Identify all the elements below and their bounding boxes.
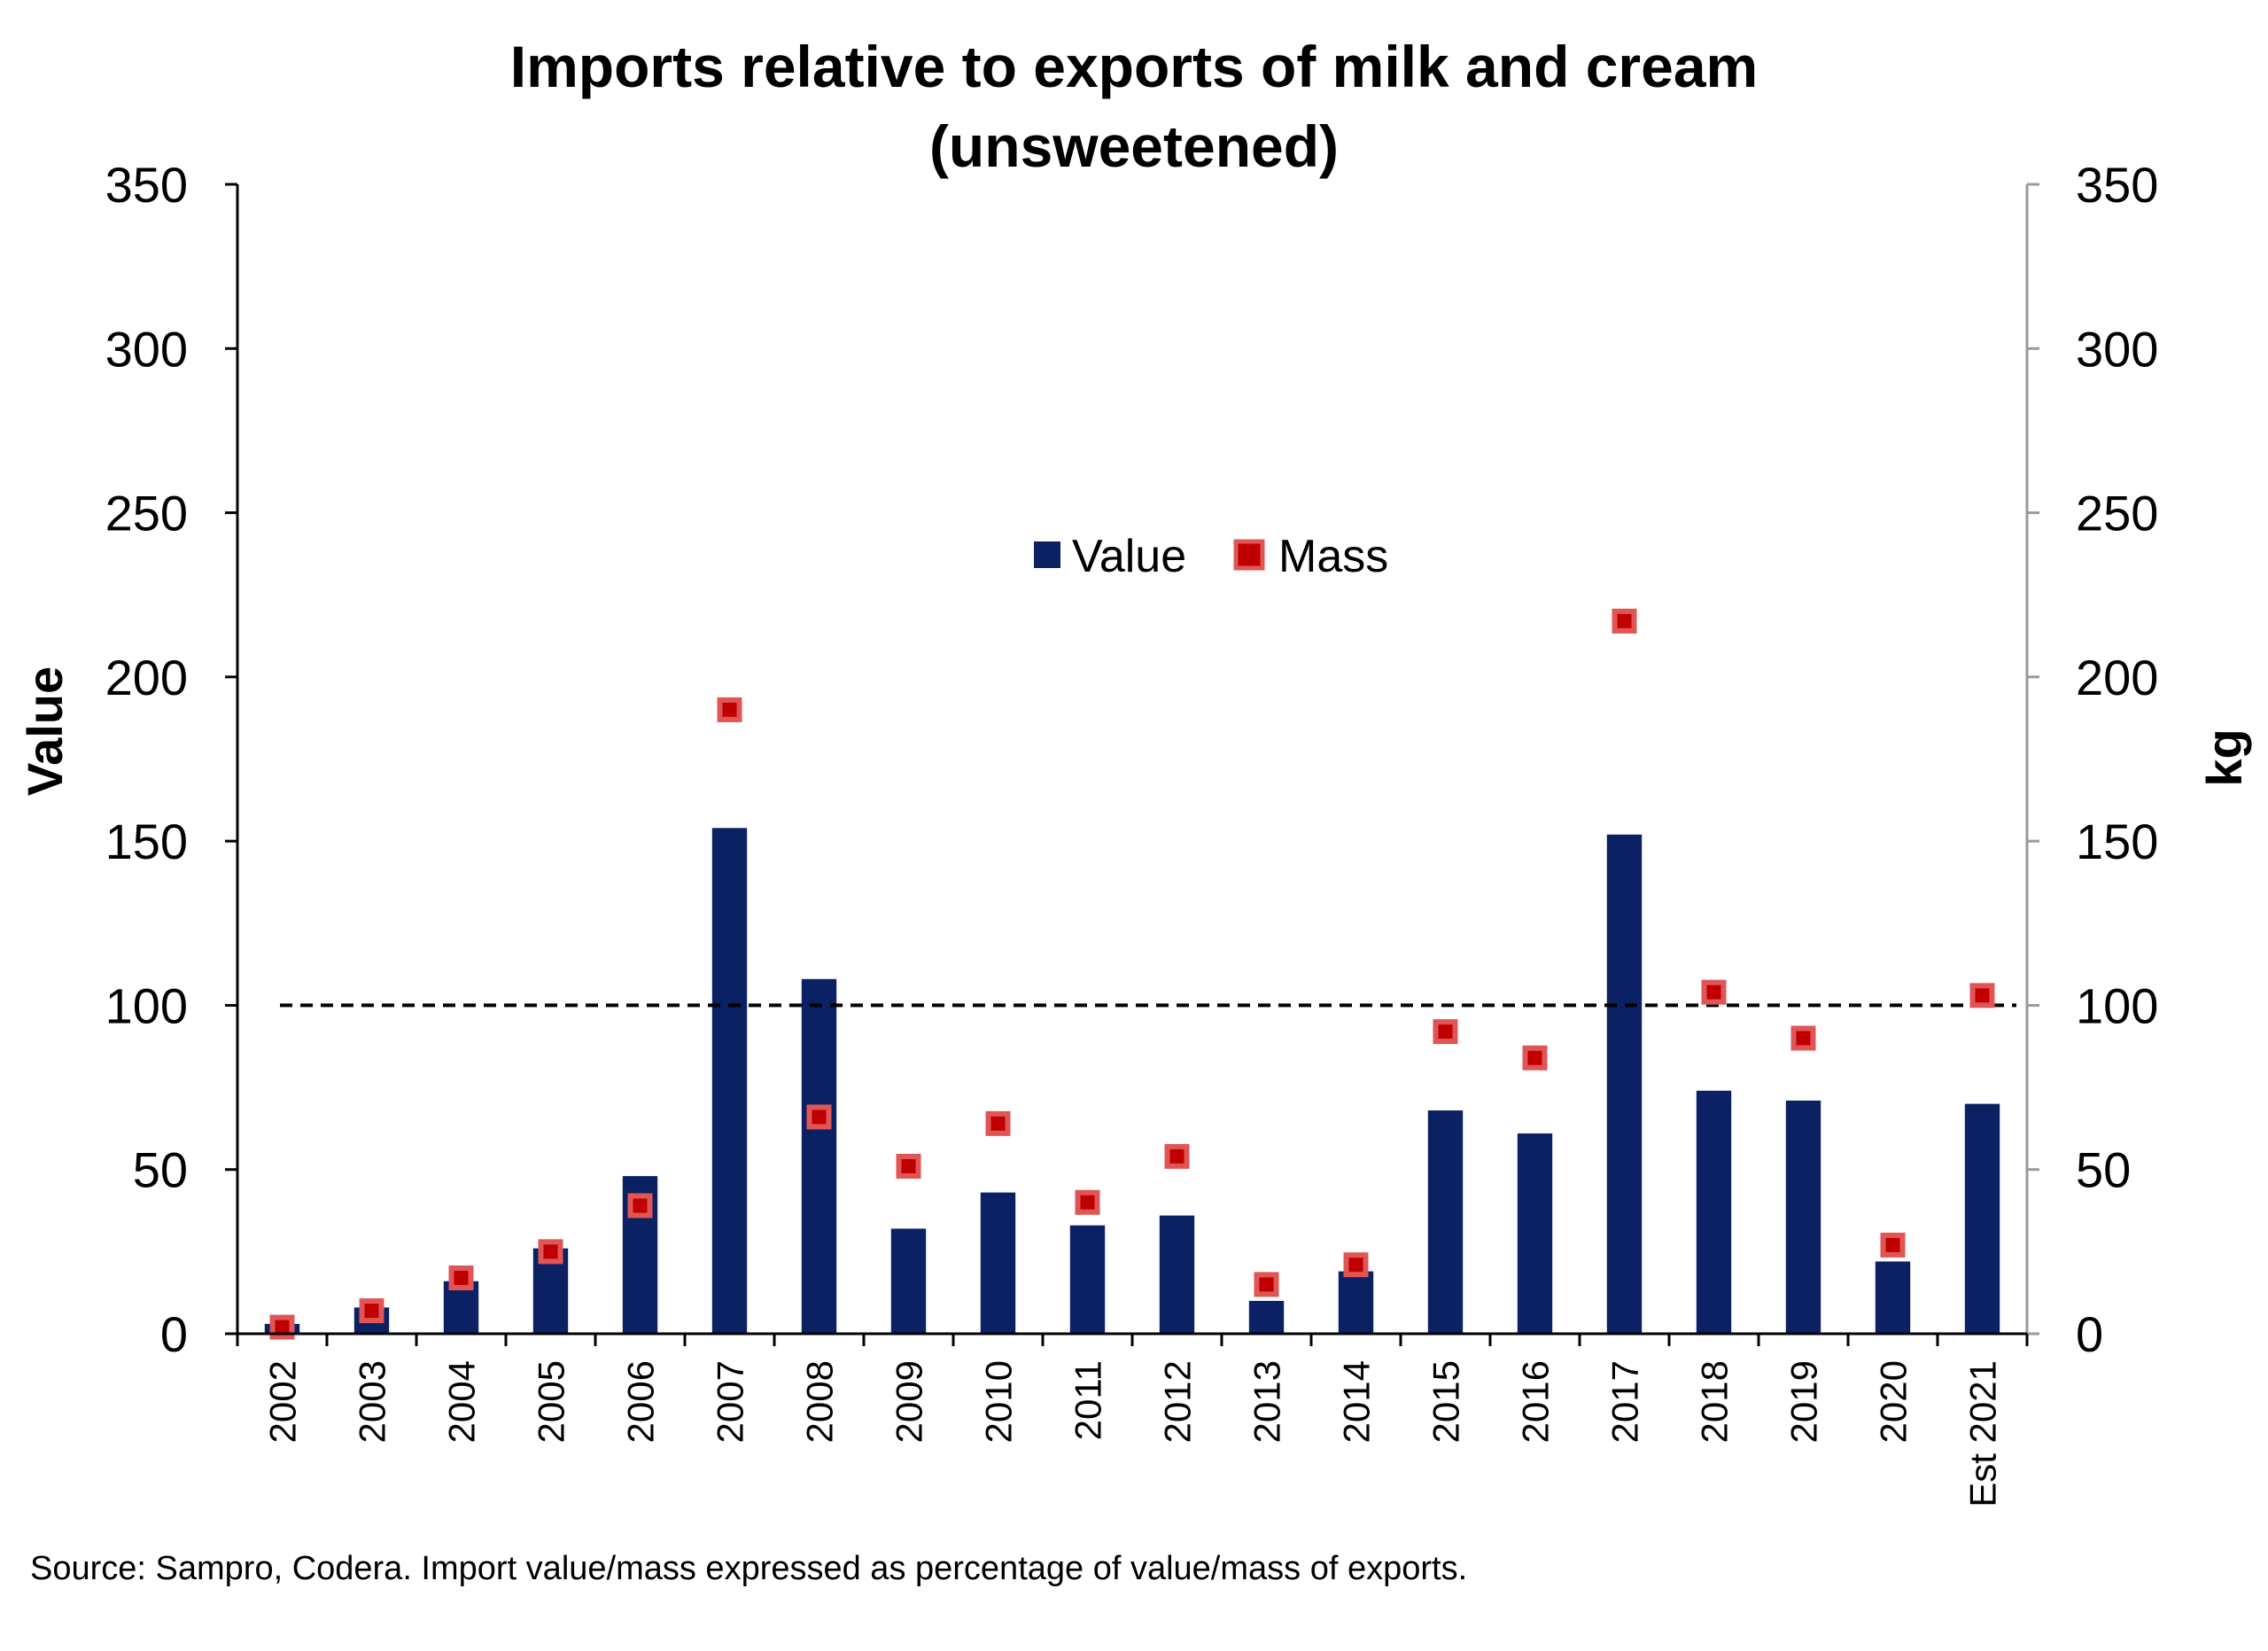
x-category-label: 2007 xyxy=(710,1360,751,1443)
chart-title-line-1: Imports relative to exports of milk and … xyxy=(510,34,1758,99)
mass-marker xyxy=(1969,983,1995,1009)
mass-marker xyxy=(1701,979,1727,1005)
x-category-label: 2018 xyxy=(1694,1360,1736,1443)
mass-marker xyxy=(1433,1019,1458,1045)
mass-marker xyxy=(717,697,742,722)
x-category-label: 2009 xyxy=(889,1360,930,1443)
value-bar xyxy=(1427,1110,1464,1334)
mass-marker xyxy=(985,1110,1011,1136)
mass-marker xyxy=(1790,1025,1816,1051)
x-category-label: 2013 xyxy=(1247,1360,1288,1443)
x-category-label: 2014 xyxy=(1336,1360,1378,1443)
mass-marker xyxy=(1880,1232,1906,1258)
x-category-label: 2019 xyxy=(1783,1360,1825,1443)
chart-title-line-2: (unsweetened) xyxy=(929,113,1339,179)
right-tick-label: 250 xyxy=(2076,486,2158,541)
value-bar xyxy=(1785,1100,1821,1334)
axes-lines xyxy=(236,184,2029,1346)
source-note: Source: Sampro, Codera. Import value/mas… xyxy=(30,1550,1467,1587)
value-bar xyxy=(1875,1261,1911,1334)
right-y-axis-ticks: 0 50 100 150 200 250 300 350 xyxy=(2027,157,2158,1362)
mass-marker xyxy=(1164,1143,1190,1169)
x-category-label: Est 2021 xyxy=(1962,1360,2004,1507)
mass-marker xyxy=(538,1239,563,1265)
right-tick-label: 350 xyxy=(2076,157,2158,213)
x-category-label: 2004 xyxy=(441,1360,483,1443)
value-bar xyxy=(890,1228,927,1334)
mass-marker xyxy=(448,1266,474,1291)
mass-marker xyxy=(1075,1189,1100,1215)
mass-marker xyxy=(1522,1045,1548,1071)
value-bar xyxy=(1248,1300,1285,1334)
right-axis-title: kg xyxy=(2196,728,2252,786)
right-tick-label: 0 xyxy=(2076,1306,2103,1362)
mass-marker xyxy=(896,1154,921,1180)
left-tick-label: 50 xyxy=(133,1142,188,1198)
x-category-label: 2012 xyxy=(1157,1360,1199,1443)
value-bar xyxy=(1069,1225,1106,1334)
left-y-axis-ticks: 0 50 100 150 200 250 300 350 xyxy=(105,157,237,1362)
value-bar xyxy=(1606,834,1643,1334)
mass-marker xyxy=(1254,1272,1279,1297)
value-bar xyxy=(1338,1271,1374,1334)
x-category-label: 2011 xyxy=(1068,1360,1109,1440)
right-tick-label: 150 xyxy=(2076,814,2158,869)
right-tick-label: 100 xyxy=(2076,977,2158,1033)
x-category-label: 2015 xyxy=(1425,1360,1467,1443)
value-bar xyxy=(801,978,837,1334)
value-bar xyxy=(980,1192,1016,1334)
x-category-label: 2003 xyxy=(352,1360,393,1443)
legend: Value Mass xyxy=(1034,531,1388,582)
x-category-label: 2002 xyxy=(262,1360,304,1443)
left-tick-label: 0 xyxy=(160,1306,188,1362)
mass-marker xyxy=(1343,1252,1369,1278)
x-category-label: 2017 xyxy=(1604,1360,1646,1443)
mass-marker xyxy=(269,1314,295,1340)
x-category-label: 2016 xyxy=(1515,1360,1557,1443)
left-tick-label: 350 xyxy=(105,157,188,213)
legend-value-swatch xyxy=(1034,541,1060,568)
left-tick-label: 300 xyxy=(105,321,188,377)
mass-markers xyxy=(269,608,1995,1340)
mass-marker xyxy=(806,1104,832,1130)
right-tick-label: 200 xyxy=(2076,650,2158,705)
value-bar xyxy=(1696,1090,1732,1334)
left-tick-label: 150 xyxy=(105,814,188,869)
left-axis-title: Value xyxy=(17,666,73,796)
value-bar xyxy=(1517,1133,1553,1334)
mass-marker xyxy=(1612,608,1637,634)
x-category-label: 2020 xyxy=(1873,1360,1915,1443)
value-bars xyxy=(264,828,2000,1334)
left-tick-label: 200 xyxy=(105,650,188,705)
left-tick-label: 100 xyxy=(105,977,188,1033)
x-category-label: 2008 xyxy=(799,1360,841,1443)
x-category-label: 2005 xyxy=(531,1360,572,1443)
mass-marker xyxy=(627,1193,653,1219)
left-tick-label: 250 xyxy=(105,486,188,541)
x-axis-category-labels: 2002 2003 2004 2005 2006 2007 2008 2009 2010 2011… xyxy=(262,1360,2004,1507)
mass-marker xyxy=(359,1298,384,1324)
value-bar xyxy=(1159,1215,1195,1334)
value-bar xyxy=(1964,1103,2000,1334)
legend-value-label: Value xyxy=(1072,531,1186,582)
right-tick-label: 50 xyxy=(2076,1142,2131,1198)
x-category-label: 2010 xyxy=(978,1360,1020,1443)
right-tick-label: 300 xyxy=(2076,321,2158,377)
legend-mass-label: Mass xyxy=(1278,531,1388,582)
legend-mass-swatch xyxy=(1233,539,1265,571)
value-bar xyxy=(711,828,748,1334)
x-category-label: 2006 xyxy=(620,1360,662,1443)
